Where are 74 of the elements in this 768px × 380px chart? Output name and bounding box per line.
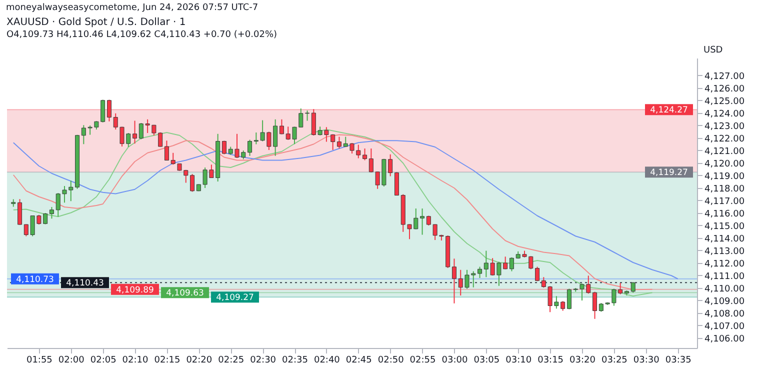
- x-tick-label: 02:25: [218, 356, 244, 366]
- y-tick-label: 4,109.00: [704, 297, 745, 307]
- candlestick: [592, 291, 598, 320]
- x-tick-label: 02:10: [122, 356, 149, 366]
- y-tick-label: 4,110.00: [704, 284, 745, 294]
- x-tick-label: 02:40: [314, 356, 340, 366]
- candlestick: [566, 288, 572, 310]
- y-tick-label: 4,118.00: [704, 184, 745, 194]
- y-tick-label: 4,113.00: [704, 247, 745, 257]
- candlestick: [106, 99, 112, 122]
- y-tick-label: 4,125.00: [704, 97, 745, 107]
- candlestick: [49, 206, 54, 220]
- candlestick: [535, 266, 540, 282]
- candlestick: [305, 110, 310, 122]
- candlestick: [164, 140, 169, 161]
- x-tick-label: 02:30: [250, 356, 276, 366]
- x-tick-label: 01:55: [26, 356, 52, 366]
- y-tick-label: 4,114.00: [704, 234, 745, 244]
- candlestick: [190, 174, 195, 192]
- ref-line-label: 4,110.43: [66, 278, 104, 289]
- y-tick-label: 4,115.00: [704, 222, 745, 232]
- x-tick-label: 02:00: [58, 356, 85, 366]
- x-tick-label: 02:50: [378, 356, 404, 366]
- candlestick: [222, 140, 226, 155]
- y-tick-label: 4,116.00: [704, 210, 745, 220]
- x-tick-label: 02:05: [90, 356, 116, 366]
- x-tick-label: 03:00: [442, 356, 468, 366]
- x-tick-label: 02:35: [282, 356, 308, 366]
- y-tick-label: 4,121.00: [704, 147, 745, 157]
- candlestick: [336, 136, 342, 149]
- candlestick: [362, 148, 368, 161]
- y-axis-title: USD: [704, 46, 723, 56]
- y-tick-label: 4,119.00: [704, 172, 745, 182]
- y-tick-label: 4,117.00: [704, 197, 745, 207]
- chart-title: XAUUSD · Gold Spot / U.S. Dollar · 1: [6, 17, 186, 28]
- chart-subtitle: O4,109.73 H4,110.46 L4,109.62 C4,110.43 +0.70 (+0.02%): [6, 30, 278, 40]
- candlestick: [478, 266, 482, 278]
- x-tick-label: 02:15: [154, 356, 180, 366]
- ref-line-label: 4,124.27: [650, 106, 688, 116]
- y-tick-label: 4,127.00: [704, 72, 745, 82]
- y-tick-label: 4,112.00: [704, 260, 745, 270]
- x-tick-label: 03:30: [633, 356, 660, 366]
- y-tick-label: 4,124.00: [704, 110, 745, 120]
- candlestick: [279, 118, 284, 135]
- x-tick-label: 03:20: [570, 356, 596, 366]
- y-tick-label: 4,111.00: [704, 272, 745, 282]
- candlestick: [132, 120, 138, 144]
- x-tick-label: 03:35: [665, 356, 692, 366]
- text: moneyalwayseasycometome, Jun 24, 2026 07:57 UTC-7: [6, 3, 258, 13]
- x-tick-label: 03:10: [506, 356, 532, 366]
- ref-line-label: 4,110.73: [16, 274, 54, 285]
- x-tick-label: 03:25: [601, 356, 628, 366]
- y-tick-label: 4,123.00: [704, 122, 745, 132]
- x-tick-label: 02:55: [410, 356, 436, 366]
- candlestick: [394, 172, 399, 196]
- x-tick-label: 03:15: [538, 356, 564, 366]
- x-tick-label: 02:20: [186, 356, 212, 366]
- candlestick: [248, 139, 252, 156]
- ref-line-label: 4,109.27: [216, 293, 254, 304]
- x-tick-label: 02:45: [346, 356, 372, 366]
- candlestick: [509, 256, 514, 272]
- y-tick-label: 4,122.00: [704, 134, 745, 144]
- y-tick-label: 4,106.00: [704, 334, 745, 344]
- y-tick-label: 4,107.00: [704, 322, 745, 332]
- y-tick-label: 4,126.00: [704, 84, 745, 94]
- y-tick-label: 4,120.00: [704, 160, 745, 170]
- x-tick-label: 03:05: [474, 356, 500, 366]
- ref-line-label: 4,109.63: [166, 288, 204, 299]
- candlestick: [420, 208, 425, 236]
- candlestick: [18, 198, 22, 226]
- y-tick-label: 4,108.00: [704, 310, 745, 320]
- ref-line-label: 4,109.89: [116, 285, 154, 296]
- candlestick: [452, 258, 456, 304]
- ref-line-label: 4,119.27: [650, 168, 688, 178]
